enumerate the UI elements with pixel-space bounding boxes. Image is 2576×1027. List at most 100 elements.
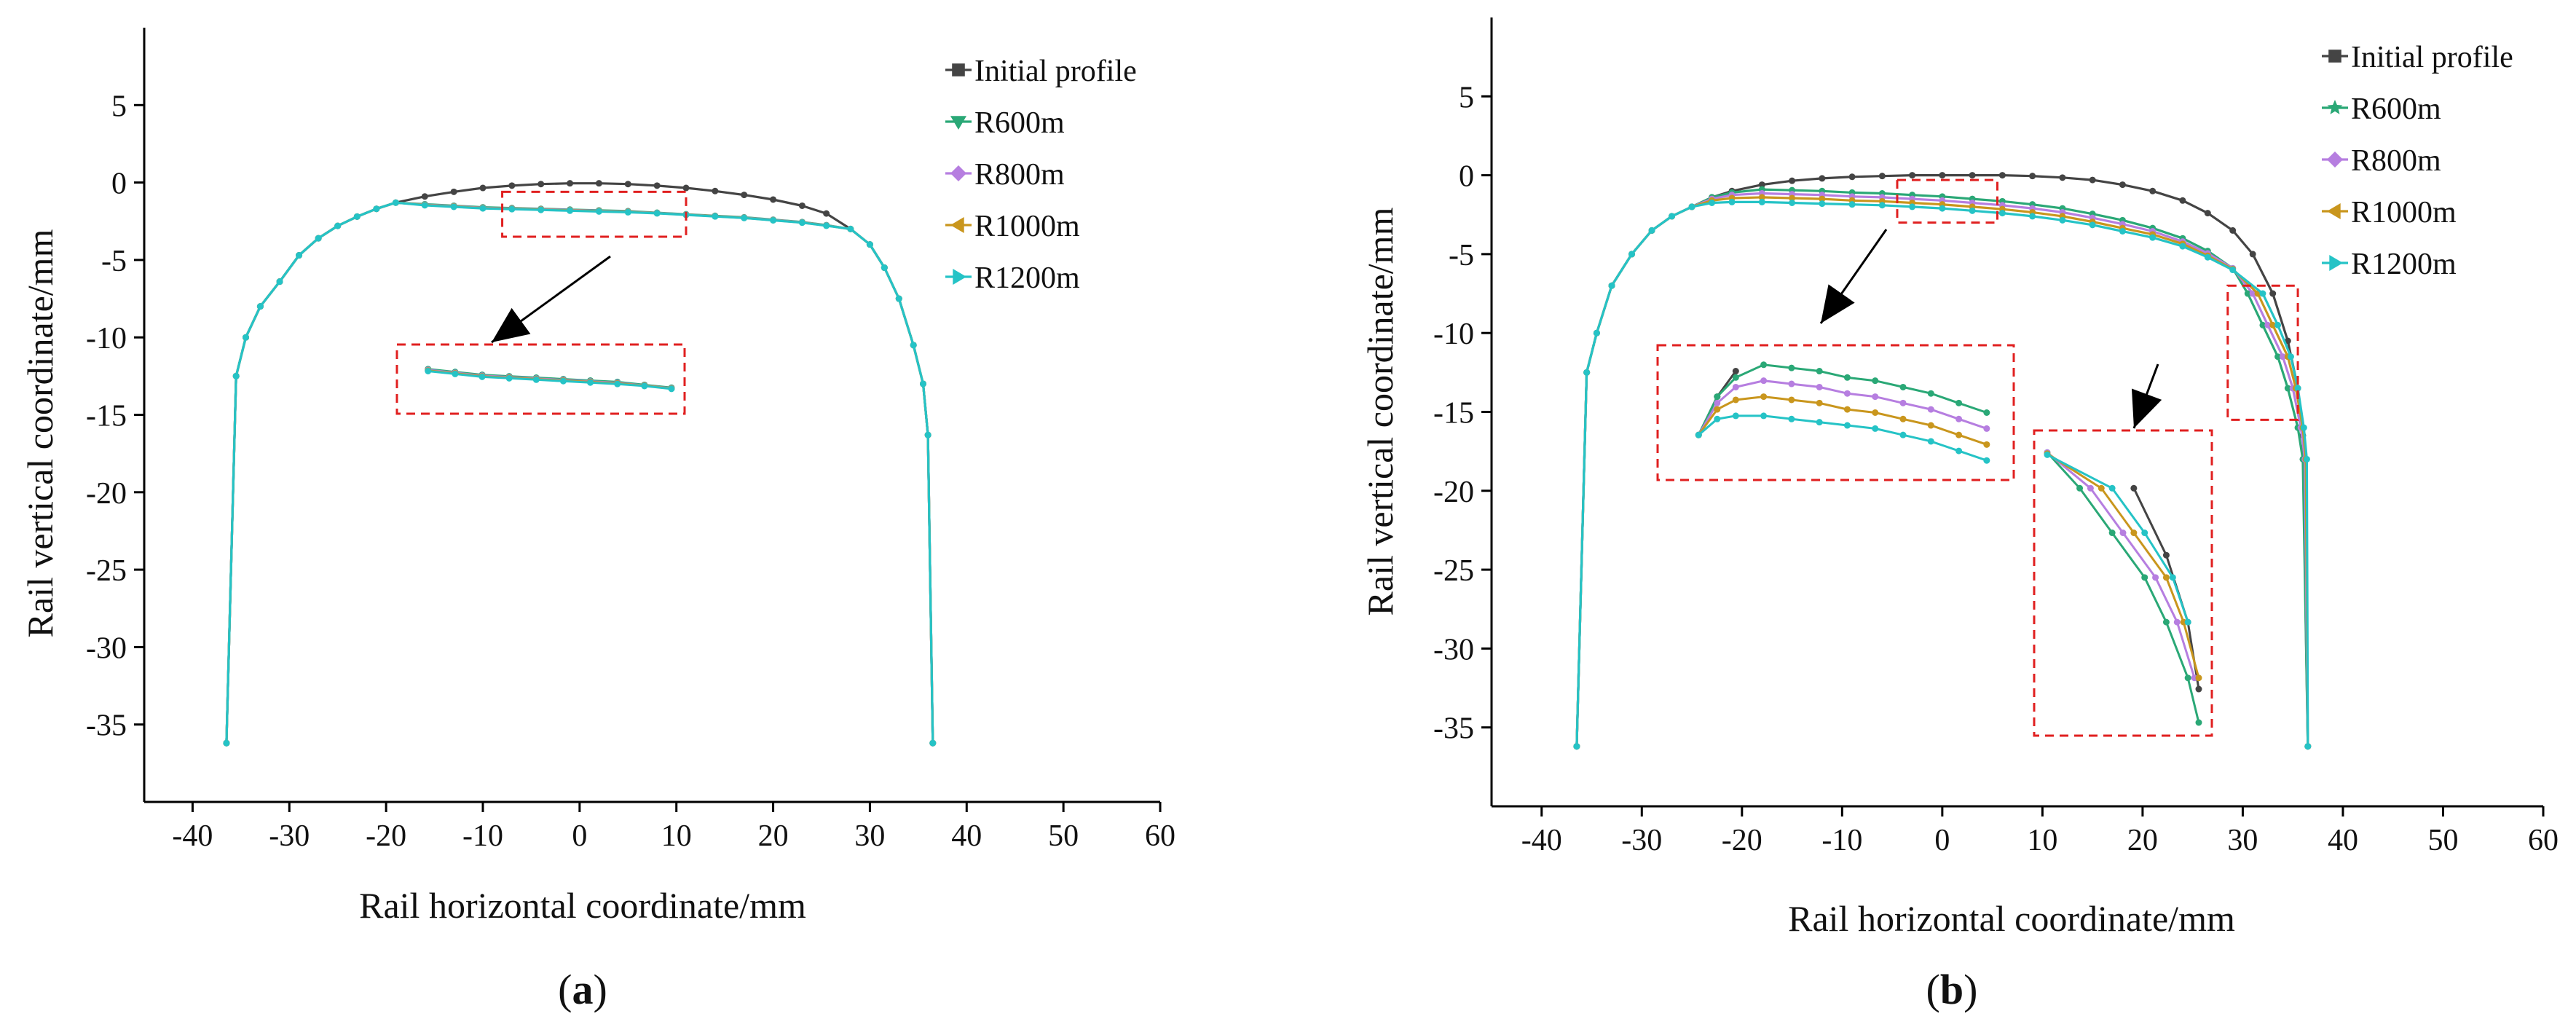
zoom-inset-box: [2033, 429, 2213, 737]
data-point: [798, 219, 806, 227]
zoom-arrow-head: [2131, 388, 2162, 428]
y-tick-label: -20: [1433, 476, 1474, 509]
x-tick-label: 50: [1048, 819, 1079, 853]
y-tick-label: 5: [111, 90, 127, 123]
data-point: [910, 342, 917, 349]
data-point: [1848, 173, 1856, 181]
series-r1200m: [1573, 198, 2312, 750]
inset-point: [505, 374, 513, 382]
data-point: [1819, 175, 1826, 182]
x-tick-label: -10: [1821, 824, 1862, 857]
inset-point: [478, 373, 486, 380]
legend-marker: [950, 116, 966, 130]
data-point: [2294, 385, 2301, 392]
y-tick-label: -10: [1433, 318, 1474, 351]
panel-a-inset: [395, 190, 688, 415]
data-point: [2303, 455, 2310, 463]
inset-point: [1816, 368, 1823, 375]
panel-b-letter: b: [1940, 966, 1963, 1013]
inset-point: [1899, 383, 1907, 390]
x-tick-label: 60: [2528, 824, 2559, 857]
y-tick-label: -25: [1433, 554, 1474, 588]
inset-point: [2195, 685, 2202, 693]
data-point: [243, 334, 249, 341]
inset-point: [1983, 425, 1990, 432]
data-point: [2204, 210, 2211, 217]
data-point: [2244, 290, 2251, 297]
data-point: [2119, 227, 2126, 235]
inset-point: [532, 376, 540, 383]
panel-a-legend: Initial profile R600m R800m R1000m R1200m: [945, 55, 1137, 295]
legend-marker: [950, 165, 966, 181]
data-point: [881, 264, 888, 272]
inset-point: [1788, 380, 1795, 387]
panel-a-label: (a): [558, 966, 607, 1013]
inset-point: [1760, 393, 1768, 401]
inset-point: [2152, 574, 2159, 581]
inset-point: [425, 367, 432, 374]
legend-marker: [2327, 100, 2343, 114]
data-point: [2279, 353, 2286, 361]
data-point: [595, 208, 602, 215]
legend-entry: Initial profile: [2322, 41, 2513, 74]
data-point: [2274, 321, 2282, 328]
inset-point: [1872, 425, 1879, 432]
inset-point: [2044, 451, 2051, 458]
inset-point: [1983, 441, 1990, 448]
panel-b: -40 -30 -20 -10 0 10 20 30 40 50 6050-5-10-15-20-2…: [1360, 17, 2559, 1013]
y-tick-label: -30: [86, 631, 127, 665]
data-point: [2249, 251, 2256, 258]
data-point: [1789, 194, 1796, 202]
data-point: [770, 196, 777, 203]
data-point: [296, 252, 303, 259]
data-point: [2149, 187, 2156, 194]
data-point: [624, 208, 631, 216]
y-tick-label: 5: [1459, 81, 1474, 114]
inset-point: [2130, 484, 2138, 492]
data-point: [1669, 213, 1676, 220]
inset-point: [1843, 390, 1851, 397]
panel-a-data: [223, 180, 937, 747]
data-point: [1998, 172, 2006, 179]
inset-point: [1899, 399, 1907, 406]
inset-point: [1955, 431, 1963, 438]
legend-entry: R800m: [945, 158, 1065, 192]
inset-point: [1732, 374, 1739, 381]
panel-b-data: [1573, 172, 2312, 750]
y-tick-label: -15: [86, 400, 127, 433]
data-point: [1878, 173, 1886, 180]
data-point: [315, 235, 322, 242]
inset-point: [1955, 447, 1963, 455]
legend-label: R800m: [974, 158, 1065, 192]
data-point: [929, 739, 937, 747]
x-tick-label: -20: [366, 819, 406, 853]
data-point: [334, 222, 342, 229]
y-tick-label: -35: [86, 709, 127, 743]
data-point: [479, 184, 487, 192]
x-tick-label: -20: [1722, 824, 1762, 857]
panel-b-xlabel: Rail horizontal coordinate/mm: [1788, 898, 2235, 939]
inset-point: [1760, 377, 1768, 385]
data-point: [895, 295, 902, 302]
data-point: [624, 181, 631, 188]
panel-b-label: (b): [1926, 966, 1978, 1013]
data-point: [2264, 321, 2272, 328]
inset-point: [614, 380, 621, 387]
inset-point: [641, 382, 648, 390]
panel-a: -40 -30 -20 -10 0 10 20 30 40 50 6050-5-10-15-20-2…: [20, 28, 1175, 1013]
x-tick-label: 0: [572, 819, 587, 853]
legend-marker: [2327, 152, 2343, 168]
panel-b-ylabel: Rail vertical coordinate/mm: [1360, 207, 1401, 615]
y-tick-label: -15: [1433, 397, 1474, 430]
inset-point: [1872, 377, 1879, 385]
data-point: [823, 222, 830, 229]
data-point: [920, 380, 926, 387]
x-tick-label: 30: [854, 819, 885, 853]
legend-label: R1200m: [974, 261, 1080, 295]
x-tick-label: -10: [462, 819, 503, 853]
inset-point: [1732, 383, 1739, 390]
inset-point: [1843, 406, 1851, 413]
data-point: [1628, 251, 1636, 258]
data-point: [1648, 227, 1655, 234]
